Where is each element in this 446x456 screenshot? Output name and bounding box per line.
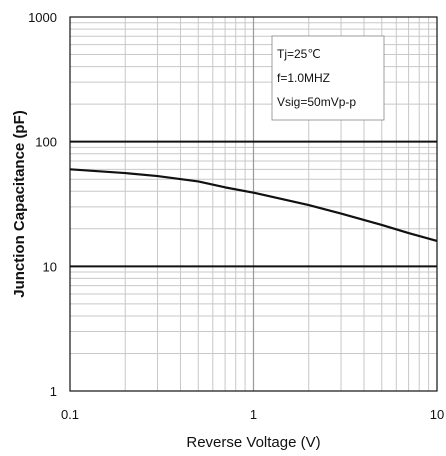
x-tick-label: 1: [250, 407, 257, 422]
annotation-temperature: Tj=25℃: [277, 47, 321, 61]
annotation-frequency: f=1.0MHZ: [277, 71, 330, 85]
y-tick-label: 1000: [28, 10, 57, 25]
plot-frame: [69, 16, 438, 392]
annotation-signal: Vsig=50mVp-p: [277, 95, 356, 109]
y-tick-label: 1: [50, 384, 57, 399]
annotation-box: [271, 35, 385, 121]
y-tick-labels: 1 10 100 1000: [28, 10, 57, 399]
y-tick-label: 100: [35, 135, 57, 150]
y-axis-title: Junction Capacitance (pF): [11, 110, 28, 298]
x-tick-label: 0.1: [61, 407, 79, 422]
series-line-0: [69, 168, 438, 242]
legend-box: Tj=25℃ f=1.0MHZ Vsig=50mVp-p: [271, 35, 385, 121]
series: [69, 168, 438, 242]
x-tick-label: 10: [430, 407, 444, 422]
x-axis-title: Reverse Voltage (V): [186, 434, 320, 451]
x-tick-labels: 0.1 1 10: [61, 407, 444, 422]
y-tick-label: 10: [43, 259, 57, 274]
